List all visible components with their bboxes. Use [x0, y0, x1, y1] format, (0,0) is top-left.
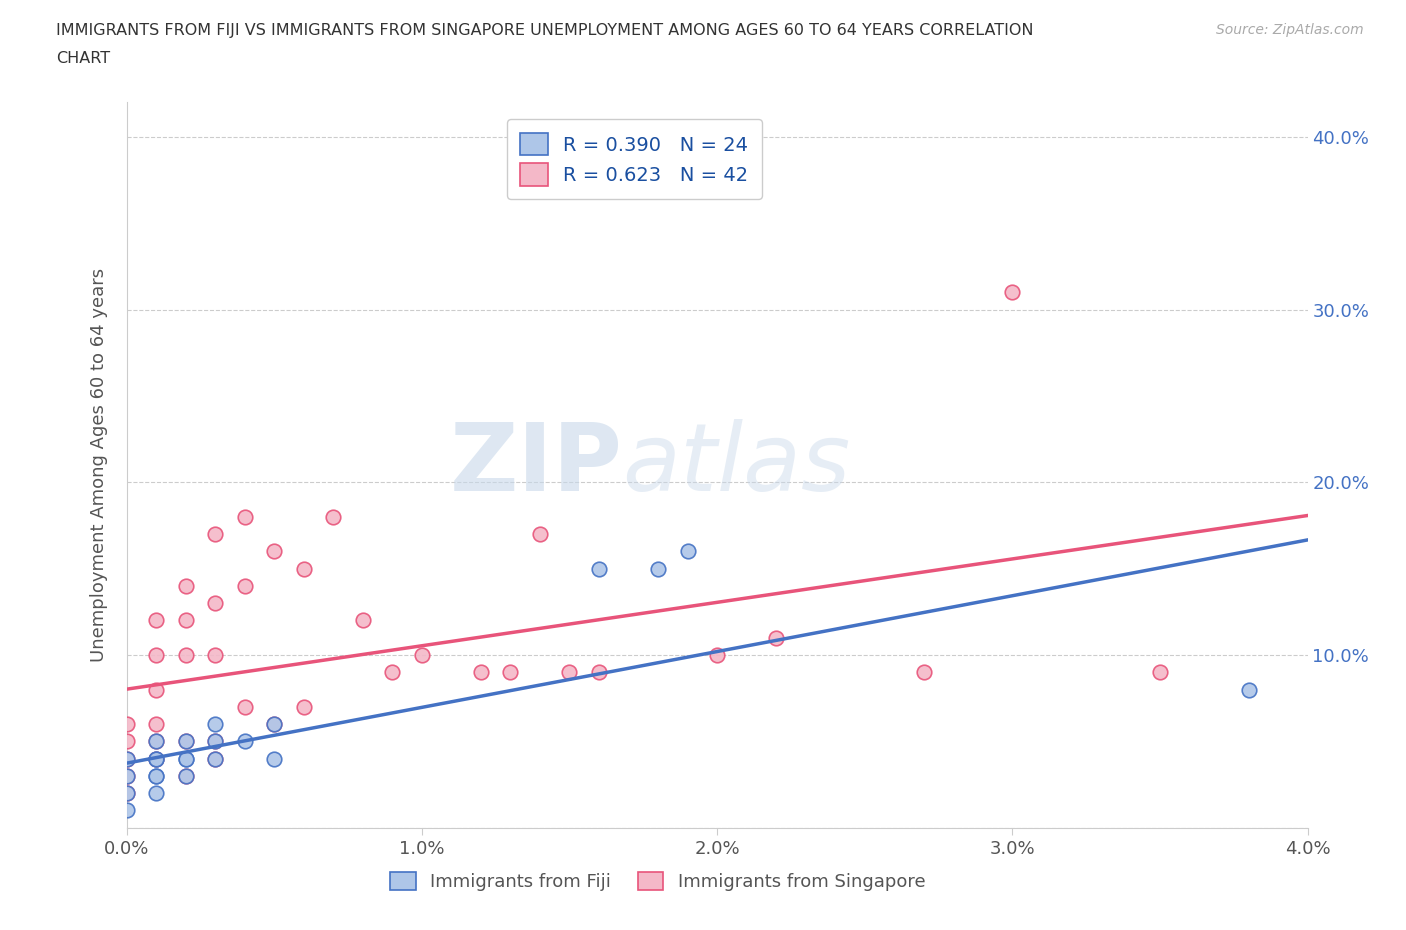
Text: atlas: atlas	[623, 419, 851, 511]
Point	[115, 751, 138, 766]
Point	[322, 510, 344, 525]
Point	[174, 768, 197, 783]
Point	[115, 768, 138, 783]
Point	[204, 717, 226, 732]
Point	[204, 647, 226, 662]
Point	[115, 751, 138, 766]
Point	[145, 717, 167, 732]
Point	[145, 751, 167, 766]
Point	[352, 613, 374, 628]
Point	[115, 734, 138, 749]
Point	[115, 803, 138, 817]
Point	[174, 751, 197, 766]
Point	[204, 751, 226, 766]
Point	[499, 665, 522, 680]
Point	[145, 751, 167, 766]
Point	[115, 768, 138, 783]
Point	[588, 561, 610, 576]
Text: IMMIGRANTS FROM FIJI VS IMMIGRANTS FROM SINGAPORE UNEMPLOYMENT AMONG AGES 60 TO : IMMIGRANTS FROM FIJI VS IMMIGRANTS FROM …	[56, 23, 1033, 38]
Point	[292, 561, 315, 576]
Text: Source: ZipAtlas.com: Source: ZipAtlas.com	[1216, 23, 1364, 37]
Point	[233, 578, 256, 593]
Point	[381, 665, 404, 680]
Point	[174, 768, 197, 783]
Point	[765, 631, 787, 645]
Point	[145, 768, 167, 783]
Point	[233, 699, 256, 714]
Point	[263, 717, 285, 732]
Point	[233, 510, 256, 525]
Legend: Immigrants from Fiji, Immigrants from Singapore: Immigrants from Fiji, Immigrants from Si…	[384, 865, 932, 898]
Point	[558, 665, 581, 680]
Point	[145, 786, 167, 801]
Point	[145, 734, 167, 749]
Point	[647, 561, 669, 576]
Point	[1149, 665, 1171, 680]
Point	[145, 751, 167, 766]
Point	[115, 786, 138, 801]
Point	[204, 596, 226, 611]
Point	[529, 526, 551, 541]
Point	[145, 768, 167, 783]
Point	[174, 647, 197, 662]
Point	[145, 647, 167, 662]
Point	[263, 544, 285, 559]
Point	[204, 526, 226, 541]
Point	[263, 751, 285, 766]
Point	[174, 751, 197, 766]
Point	[292, 699, 315, 714]
Point	[115, 786, 138, 801]
Text: ZIP: ZIP	[450, 419, 623, 511]
Point	[204, 734, 226, 749]
Point	[145, 682, 167, 697]
Text: CHART: CHART	[56, 51, 110, 66]
Point	[145, 734, 167, 749]
Point	[145, 613, 167, 628]
Point	[1237, 682, 1260, 697]
Point	[233, 734, 256, 749]
Point	[174, 578, 197, 593]
Point	[411, 647, 433, 662]
Point	[204, 734, 226, 749]
Point	[204, 751, 226, 766]
Point	[115, 717, 138, 732]
Point	[174, 734, 197, 749]
Point	[1001, 285, 1024, 299]
Point	[174, 734, 197, 749]
Point	[470, 665, 492, 680]
Y-axis label: Unemployment Among Ages 60 to 64 years: Unemployment Among Ages 60 to 64 years	[90, 268, 108, 662]
Point	[706, 647, 728, 662]
Point	[676, 544, 699, 559]
Point	[912, 665, 935, 680]
Point	[588, 665, 610, 680]
Point	[174, 613, 197, 628]
Point	[263, 717, 285, 732]
